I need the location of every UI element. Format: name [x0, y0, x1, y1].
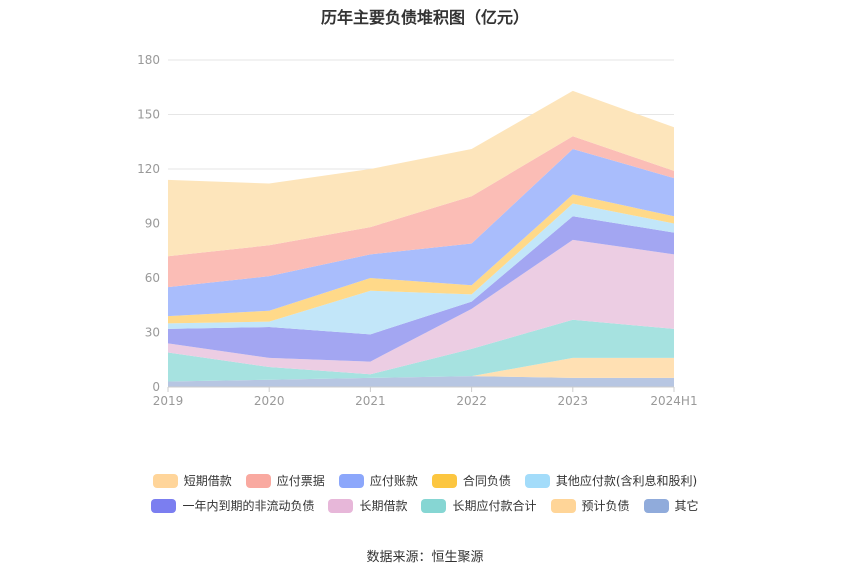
- legend-swatch: [550, 498, 576, 513]
- y-tick-label: 90: [145, 217, 160, 231]
- area-series-预计负债: [168, 357, 674, 382]
- area-series-短期借款: [168, 90, 674, 257]
- legend-label: 其它: [674, 499, 699, 513]
- legend-swatch: [328, 498, 354, 513]
- x-tick-label: 2023: [558, 394, 589, 408]
- legend-row-1: 短期借款 应付票据 应付账款 合同负债 其他应付款(含利息和股利): [0, 472, 850, 489]
- legend-item[interactable]: 长期借款: [328, 497, 407, 514]
- y-tick-label: 180: [137, 53, 160, 67]
- legend-item[interactable]: 合同负债: [431, 472, 511, 489]
- y-tick-label: 60: [145, 271, 160, 285]
- legend-item[interactable]: 应付票据: [245, 472, 325, 489]
- legend-item[interactable]: 预计负债: [550, 497, 630, 514]
- area-series-合同负债: [168, 194, 674, 324]
- legend-item[interactable]: 应付账款: [338, 472, 418, 489]
- legend-label: 合同负债: [462, 474, 511, 488]
- legend-swatch: [524, 473, 550, 488]
- legend-swatch: [338, 473, 364, 488]
- legend-swatch: [245, 473, 271, 488]
- y-tick-label: 150: [137, 108, 160, 122]
- legend-label: 应付账款: [369, 474, 418, 488]
- legend-swatch: [421, 498, 447, 513]
- legend-swatch: [643, 498, 669, 513]
- x-tick-label: 2024H1: [650, 394, 697, 408]
- legend-label: 长期借款: [359, 499, 408, 513]
- legend-swatch: [431, 473, 457, 488]
- y-axis-ticks: 0 30 60 90 120 150 180: [137, 53, 160, 394]
- legend-label: 其他应付款(含利息和股利): [555, 474, 698, 488]
- y-tick-label: 30: [145, 326, 160, 340]
- area-series-长期借款: [168, 239, 674, 375]
- legend-label: 一年内到期的非流动负债: [182, 499, 315, 513]
- legend-row-2: 一年内到期的非流动负债 长期借款 长期应付款合计 预计负债 其它: [0, 497, 850, 514]
- legend-label: 短期借款: [183, 474, 232, 488]
- x-axis: 2019 2020 2021 2022 2023 2024H1: [153, 386, 698, 408]
- legend-item[interactable]: 其它: [643, 497, 699, 514]
- legend-item[interactable]: 短期借款: [152, 472, 232, 489]
- legend-label: 应付票据: [276, 474, 325, 488]
- legend-swatch: [152, 473, 178, 488]
- legend-item[interactable]: 一年内到期的非流动负债: [151, 497, 314, 514]
- stacked-area-chart: 0 30 60 90 120 150 180 2019 2020 2021 2022 2023 202…: [137, 53, 698, 408]
- legend: 短期借款 应付票据 应付账款 合同负债 其他应付款(含利息和股利) 一年内到期的非流动负…: [0, 472, 850, 522]
- legend-item[interactable]: 其他应付款(含利息和股利): [524, 472, 698, 489]
- area-series-长期应付款合计: [168, 319, 674, 382]
- area-series-一年内到期的非流动负债: [168, 216, 674, 362]
- chart-title: 历年主要负债堆积图（亿元）: [320, 8, 529, 27]
- x-tick-label: 2021: [355, 394, 386, 408]
- x-tick-label: 2022: [456, 394, 487, 408]
- area-series-其他应付款(含利息和股利): [168, 203, 674, 335]
- legend-swatch: [151, 498, 177, 513]
- legend-label: 长期应付款合计: [452, 499, 537, 513]
- area-series-group: [168, 90, 674, 387]
- data-source: 数据来源：恒生聚源: [366, 550, 484, 565]
- area-series-其它: [168, 376, 674, 387]
- area-series-应付票据: [168, 136, 674, 288]
- x-tick-label: 2019: [153, 394, 184, 408]
- x-tick-label: 2020: [254, 394, 285, 408]
- y-tick-label: 0: [152, 380, 160, 394]
- legend-item[interactable]: 长期应付款合计: [421, 497, 537, 514]
- y-tick-label: 120: [137, 162, 160, 176]
- legend-label: 预计负债: [581, 499, 630, 513]
- area-series-应付账款: [168, 149, 674, 317]
